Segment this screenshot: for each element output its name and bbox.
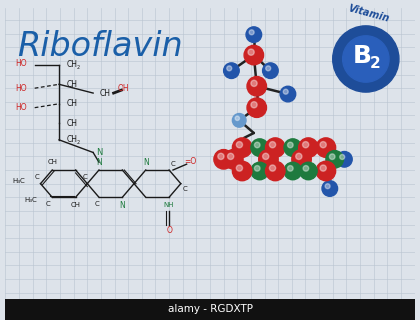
Circle shape xyxy=(235,116,239,120)
Text: HO: HO xyxy=(15,103,27,112)
Circle shape xyxy=(223,63,239,78)
Text: CH: CH xyxy=(67,119,78,128)
Bar xyxy=(5,299,415,320)
Text: CH: CH xyxy=(67,99,78,108)
Text: N: N xyxy=(96,148,102,157)
Circle shape xyxy=(259,149,278,169)
Text: CH: CH xyxy=(67,135,78,144)
Circle shape xyxy=(280,86,296,102)
Circle shape xyxy=(255,142,260,148)
Text: C: C xyxy=(34,174,39,180)
Circle shape xyxy=(265,138,285,157)
Circle shape xyxy=(329,154,335,159)
Text: OH: OH xyxy=(118,84,129,93)
Circle shape xyxy=(296,153,302,159)
Text: H₃C: H₃C xyxy=(24,197,37,203)
Text: CH: CH xyxy=(100,89,111,98)
Circle shape xyxy=(316,161,336,181)
Circle shape xyxy=(223,149,243,169)
Circle shape xyxy=(299,138,318,157)
Circle shape xyxy=(269,165,276,171)
Text: C: C xyxy=(83,174,88,180)
Circle shape xyxy=(251,102,257,108)
Circle shape xyxy=(246,27,262,43)
Text: Vitamin: Vitamin xyxy=(347,3,391,24)
Text: NH: NH xyxy=(164,202,174,208)
Text: B: B xyxy=(352,44,371,68)
Circle shape xyxy=(325,184,330,189)
Text: C: C xyxy=(182,187,187,193)
Text: 2: 2 xyxy=(76,140,80,145)
Circle shape xyxy=(333,26,399,92)
Text: Riboflavin: Riboflavin xyxy=(17,30,183,63)
Circle shape xyxy=(320,141,326,148)
Circle shape xyxy=(265,161,285,181)
Circle shape xyxy=(292,149,311,169)
Text: CH: CH xyxy=(47,159,57,165)
Text: CH: CH xyxy=(71,202,81,208)
Text: CH: CH xyxy=(67,80,78,89)
Circle shape xyxy=(232,138,252,157)
Circle shape xyxy=(262,63,278,78)
Circle shape xyxy=(218,153,224,159)
Text: 2: 2 xyxy=(76,65,80,70)
Text: HO: HO xyxy=(15,84,27,93)
Circle shape xyxy=(251,139,268,156)
Text: 2: 2 xyxy=(370,56,381,71)
Circle shape xyxy=(303,165,309,171)
Circle shape xyxy=(299,162,317,180)
Text: C: C xyxy=(46,201,51,207)
Circle shape xyxy=(262,153,269,159)
Circle shape xyxy=(316,138,336,157)
Circle shape xyxy=(255,165,260,171)
Circle shape xyxy=(247,76,266,96)
Text: HO: HO xyxy=(15,59,27,68)
Circle shape xyxy=(284,162,302,180)
Circle shape xyxy=(228,153,234,159)
Circle shape xyxy=(251,80,257,86)
Circle shape xyxy=(336,151,352,167)
Circle shape xyxy=(266,66,271,71)
Text: =O: =O xyxy=(184,157,197,166)
Circle shape xyxy=(249,30,254,35)
Circle shape xyxy=(326,150,344,168)
Circle shape xyxy=(248,49,254,55)
Circle shape xyxy=(232,114,246,127)
Circle shape xyxy=(302,141,309,148)
Circle shape xyxy=(288,165,293,171)
Circle shape xyxy=(340,155,345,159)
Circle shape xyxy=(247,98,266,117)
Circle shape xyxy=(227,66,232,71)
Text: C: C xyxy=(94,201,100,207)
Text: H₃C: H₃C xyxy=(12,178,25,184)
Text: N: N xyxy=(96,158,102,167)
Circle shape xyxy=(343,36,389,82)
Circle shape xyxy=(283,89,288,94)
Text: N: N xyxy=(119,201,125,210)
Text: C: C xyxy=(171,161,176,167)
Text: N: N xyxy=(143,158,149,167)
Circle shape xyxy=(322,181,338,196)
Text: alamy - RGDXTP: alamy - RGDXTP xyxy=(168,304,252,314)
Circle shape xyxy=(269,141,276,148)
Circle shape xyxy=(214,149,234,169)
Circle shape xyxy=(251,162,268,180)
Circle shape xyxy=(236,165,242,171)
Text: CH: CH xyxy=(67,60,78,69)
Text: O: O xyxy=(166,226,172,235)
Circle shape xyxy=(244,45,264,65)
Circle shape xyxy=(320,165,326,171)
Circle shape xyxy=(232,161,252,181)
Circle shape xyxy=(284,139,302,156)
Circle shape xyxy=(288,142,293,148)
Circle shape xyxy=(236,141,242,148)
